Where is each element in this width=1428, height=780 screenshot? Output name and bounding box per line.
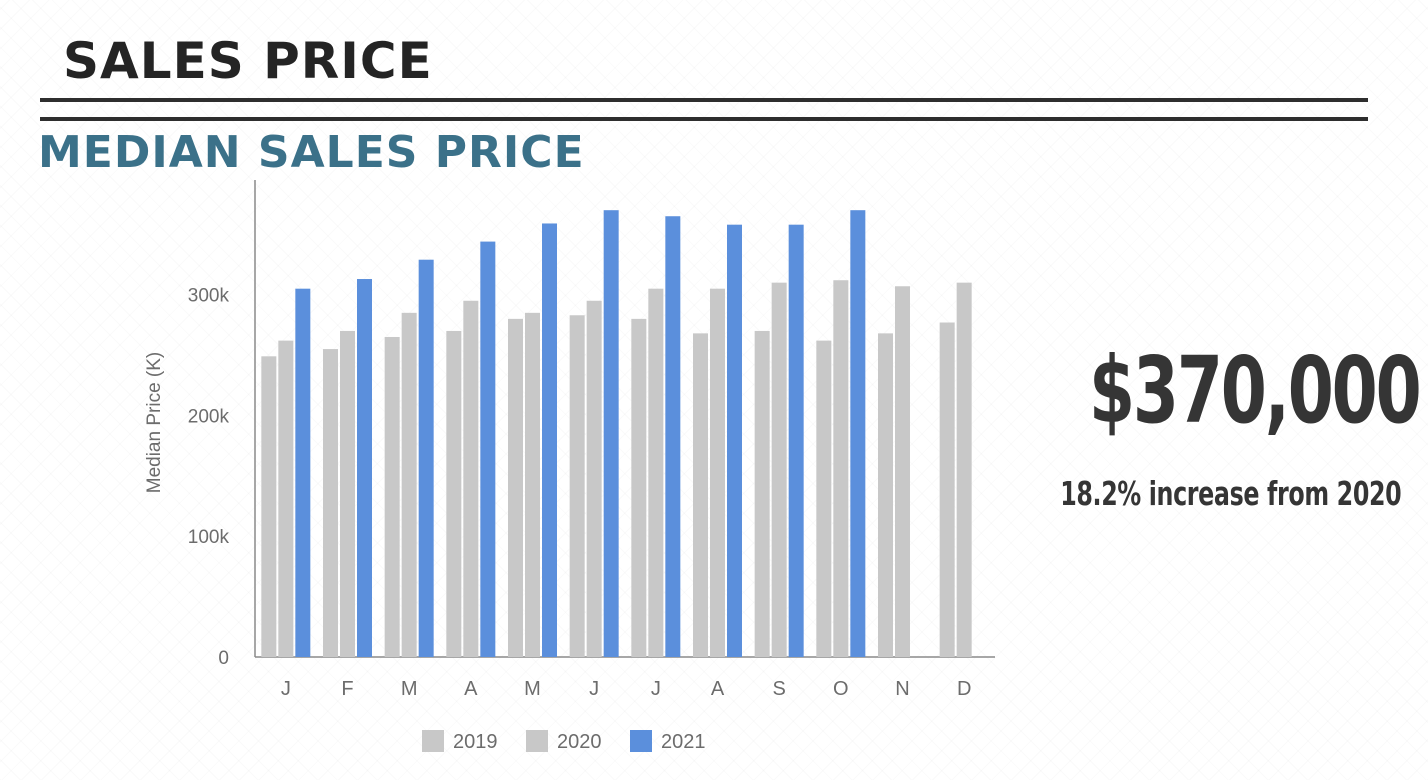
x-tick-label: J <box>281 678 291 700</box>
bar-2020-11 <box>956 282 972 657</box>
bar-2021-8 <box>788 224 804 657</box>
bar-2019-6 <box>631 318 647 657</box>
bar-2019-10 <box>878 333 893 657</box>
bar-2021-4 <box>542 223 557 657</box>
bar-2019-0 <box>261 356 277 657</box>
legend-label-2021: 2021 <box>661 731 706 753</box>
x-tick-label: M <box>401 678 418 700</box>
bar-2019-3 <box>446 330 462 657</box>
y-tick-label: 0 <box>218 648 229 669</box>
bar-2021-5 <box>603 210 619 657</box>
y-tick-label: 300k <box>188 286 230 307</box>
x-tick-label: A <box>464 678 478 700</box>
page-title: SALES PRICE <box>63 32 433 90</box>
x-tick-label: O <box>833 678 849 700</box>
bar-2021-7 <box>727 224 742 657</box>
x-tick-label: N <box>895 678 909 700</box>
x-tick-label: D <box>957 678 971 700</box>
bar-2019-5 <box>569 315 585 657</box>
legend-swatch-2021 <box>630 730 652 752</box>
bar-2021-1 <box>357 279 372 657</box>
bar-2020-1 <box>340 330 355 657</box>
y-tick-label: 200k <box>188 406 230 427</box>
bar-2020-4 <box>525 312 540 657</box>
title-divider-top <box>40 98 1368 102</box>
y-axis-title: Median Price (K) <box>144 352 165 494</box>
bar-2020-7 <box>710 288 725 657</box>
highlight-value: $370,000 <box>1089 337 1422 444</box>
x-tick-label: F <box>341 678 353 700</box>
legend-label-2019: 2019 <box>453 731 498 753</box>
bar-2019-4 <box>508 318 523 657</box>
bar-2020-9 <box>833 280 849 657</box>
bar-2020-3 <box>463 300 479 657</box>
median-price-bar-chart: 0 100k 200k 300k Median Price (K) J F M A M J J A S O N… <box>144 180 995 753</box>
y-tick-label: 100k <box>188 527 230 548</box>
bar-2021-0 <box>295 288 311 657</box>
bar-2020-8 <box>771 282 787 657</box>
x-tick-label: S <box>772 678 785 700</box>
bar-2020-6 <box>648 288 664 657</box>
legend-swatch-2019 <box>422 730 444 752</box>
highlight-caption: 18.2% increase from 2020 <box>1060 474 1402 513</box>
x-tick-label: A <box>711 678 725 700</box>
bar-2021-9 <box>850 210 866 657</box>
bar-2019-2 <box>384 336 400 657</box>
section-title: MEDIAN SALES PRICE <box>38 127 585 178</box>
bar-2019-9 <box>816 340 832 657</box>
bar-2019-8 <box>754 330 770 657</box>
x-tick-label: J <box>589 678 599 700</box>
legend-swatch-2020 <box>526 730 548 752</box>
legend-label-2020: 2020 <box>557 731 602 753</box>
bar-2021-2 <box>418 259 434 657</box>
bar-2019-7 <box>693 333 708 657</box>
bar-2021-3 <box>480 241 496 657</box>
bar-2020-0 <box>278 340 294 657</box>
bar-2020-5 <box>586 300 602 657</box>
x-tick-label: M <box>524 678 541 700</box>
bar-2019-11 <box>939 322 955 657</box>
bar-2020-2 <box>401 312 417 657</box>
x-tick-label: J <box>651 678 661 700</box>
bar-2019-1 <box>323 349 338 657</box>
bar-2021-6 <box>665 216 681 657</box>
bar-2020-10 <box>895 286 910 657</box>
title-divider-bottom <box>40 117 1368 121</box>
